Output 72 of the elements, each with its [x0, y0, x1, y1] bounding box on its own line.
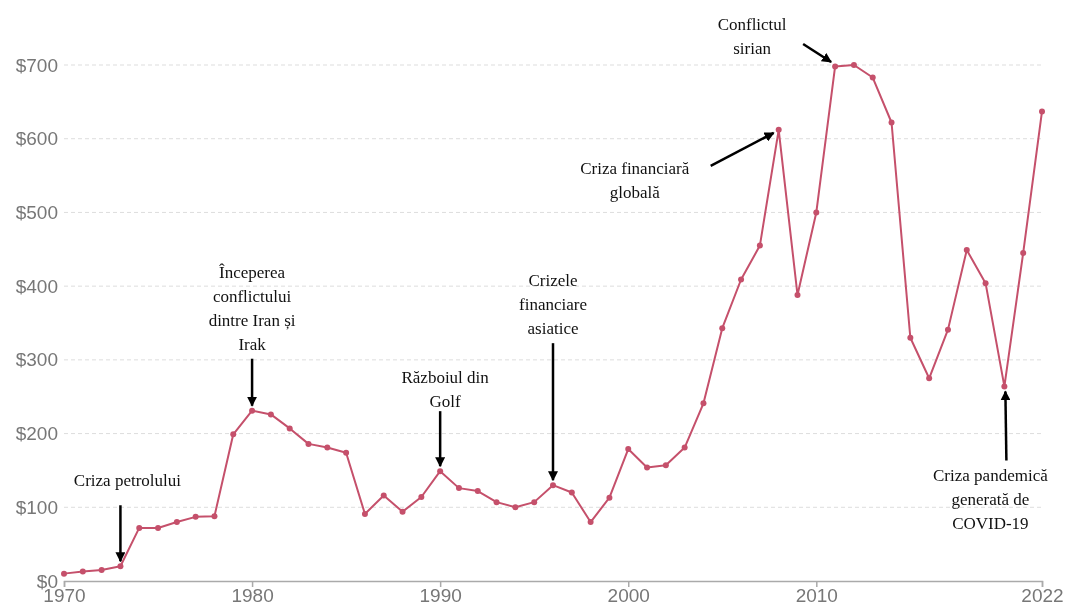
y-tick-label: $700	[15, 54, 58, 76]
y-tick-label: $500	[15, 202, 58, 224]
point	[531, 499, 538, 506]
point	[1020, 249, 1027, 256]
x-tick-label: 1990	[419, 585, 462, 607]
point	[794, 291, 801, 298]
point	[1039, 108, 1045, 115]
point	[230, 431, 237, 438]
point	[907, 334, 914, 341]
x-tick-label: 2000	[607, 585, 650, 607]
point	[756, 242, 763, 249]
point	[662, 462, 669, 469]
point	[888, 119, 895, 126]
point	[644, 464, 651, 471]
point	[380, 492, 387, 499]
annotation: Criza petrolului	[73, 471, 182, 491]
point	[61, 570, 67, 577]
point	[267, 411, 274, 418]
point	[117, 563, 124, 570]
point	[324, 444, 331, 451]
point	[512, 504, 519, 511]
point	[399, 508, 406, 515]
annotation: Criza pandemică generată de COVID-19	[933, 466, 1049, 534]
annotation: Conflictul sirian	[717, 15, 787, 58]
point	[305, 440, 312, 447]
point	[850, 62, 857, 68]
point	[738, 276, 745, 283]
point	[211, 513, 218, 520]
point	[700, 400, 707, 407]
point	[568, 489, 575, 496]
point	[1001, 383, 1008, 390]
annotation: Începerea conflictului dintre Iran și Irak	[208, 262, 296, 354]
point	[625, 446, 632, 453]
point	[775, 126, 782, 133]
point	[869, 74, 876, 81]
point	[437, 468, 444, 475]
point	[550, 482, 556, 489]
point	[173, 519, 180, 526]
annotation: Războiul din Golf	[401, 368, 490, 412]
point	[79, 568, 86, 575]
point	[813, 209, 820, 216]
y-tick-label: $400	[15, 275, 58, 297]
point	[832, 63, 839, 70]
point	[343, 449, 350, 456]
point	[192, 513, 199, 520]
annotation: Crizele financiare asiatice	[519, 271, 587, 339]
point	[982, 280, 989, 287]
annotation: Criza financiară globală	[580, 158, 690, 202]
x-tick-label: 1980	[231, 585, 274, 607]
point	[474, 488, 481, 495]
point	[155, 524, 162, 531]
point	[587, 519, 594, 526]
point	[455, 485, 462, 492]
y-tick-label: $600	[15, 128, 58, 150]
y-tick-label: $100	[15, 496, 58, 518]
point	[963, 247, 970, 254]
point	[249, 407, 256, 414]
point	[944, 326, 951, 333]
y-tick-label: $300	[15, 349, 58, 371]
point	[606, 494, 613, 501]
point	[98, 566, 105, 573]
point	[136, 524, 143, 531]
point	[681, 444, 688, 451]
x-tick-label: 2022	[1021, 585, 1064, 607]
point	[361, 510, 368, 517]
y-tick-label: $200	[15, 423, 58, 445]
point	[719, 325, 726, 332]
point	[493, 499, 500, 506]
point	[286, 425, 293, 432]
x-tick-label: 2010	[795, 585, 838, 607]
point	[926, 375, 933, 382]
point	[418, 493, 425, 500]
